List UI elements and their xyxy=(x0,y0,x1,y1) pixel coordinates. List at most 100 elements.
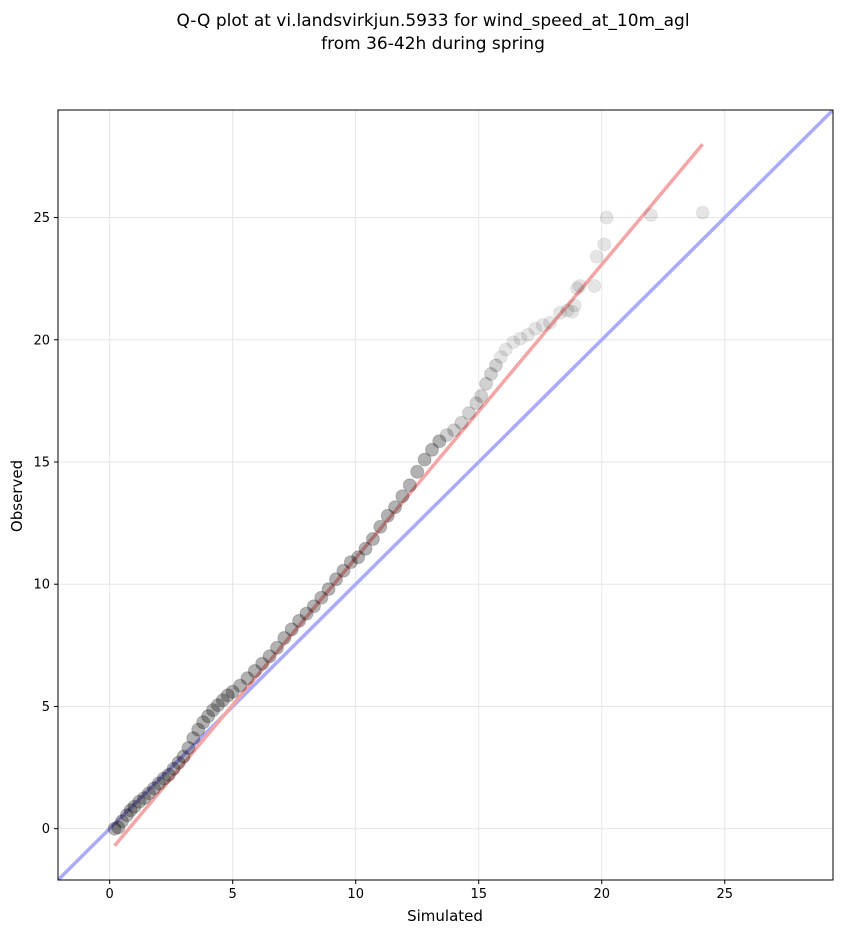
data-point xyxy=(395,489,410,504)
data-point xyxy=(599,210,614,225)
grid xyxy=(58,110,833,880)
data-point xyxy=(474,389,489,403)
data-point xyxy=(299,606,314,621)
data-point xyxy=(358,541,373,556)
data-point xyxy=(161,767,176,782)
data-point xyxy=(270,640,284,655)
data-point xyxy=(137,791,152,806)
data-points xyxy=(107,205,710,836)
data-point xyxy=(262,649,277,664)
data-point xyxy=(191,722,206,737)
data-point xyxy=(314,590,329,605)
data-point xyxy=(543,315,558,330)
x-tick-label: 15 xyxy=(470,887,487,902)
data-point xyxy=(447,423,462,438)
data-point xyxy=(142,786,156,801)
data-point xyxy=(123,803,138,818)
data-point xyxy=(240,671,255,686)
data-point xyxy=(119,808,134,823)
y-tick-label: 5 xyxy=(42,700,50,715)
data-point xyxy=(373,519,388,534)
data-point xyxy=(220,688,235,703)
data-point xyxy=(388,500,403,515)
x-tick-label: 10 xyxy=(347,887,364,902)
y-tick-label: 20 xyxy=(33,333,50,348)
x-tick-label: 20 xyxy=(593,887,610,902)
data-point xyxy=(565,304,580,319)
data-point xyxy=(247,664,262,678)
data-point xyxy=(166,761,181,776)
data-point xyxy=(210,698,225,713)
data-point xyxy=(570,281,585,296)
x-axis-ticks: 0 5 10 15 20 25 xyxy=(106,880,733,902)
data-point xyxy=(201,709,216,724)
y-tick-label: 10 xyxy=(33,578,50,593)
data-point xyxy=(567,298,582,313)
identity-line xyxy=(58,110,833,880)
data-point xyxy=(552,305,567,320)
data-point xyxy=(560,303,575,318)
data-point xyxy=(643,208,658,223)
data-point xyxy=(454,415,469,430)
data-point xyxy=(151,776,166,791)
data-point xyxy=(186,731,201,746)
data-point xyxy=(469,396,484,411)
data-point xyxy=(488,358,503,373)
data-point xyxy=(484,367,498,381)
x-tick-label: 0 xyxy=(106,887,114,902)
y-axis-ticks: 0 5 10 15 20 25 xyxy=(33,211,58,837)
data-point xyxy=(461,406,476,421)
data-point xyxy=(439,428,454,443)
y-tick-label: 15 xyxy=(33,456,50,471)
data-point xyxy=(321,582,336,597)
data-point xyxy=(695,205,710,220)
data-point xyxy=(111,820,126,835)
data-point xyxy=(587,279,602,293)
data-point xyxy=(147,781,161,796)
data-point xyxy=(176,749,191,764)
plot-frame xyxy=(57,109,834,881)
fit-line xyxy=(113,143,704,847)
x-tick-label: 25 xyxy=(716,887,733,902)
data-point xyxy=(506,335,521,350)
data-point xyxy=(171,755,186,770)
data-point xyxy=(351,550,366,565)
data-point xyxy=(432,434,447,449)
y-tick-label: 25 xyxy=(33,211,50,226)
data-point xyxy=(498,342,513,357)
data-point xyxy=(115,814,129,829)
data-point xyxy=(215,693,230,708)
data-point xyxy=(225,684,240,699)
data-point xyxy=(233,678,248,693)
chart-title-line-1: Q-Q plot at vi.landsvirkjun.5933 for win… xyxy=(176,11,689,31)
data-point xyxy=(513,331,528,346)
data-point xyxy=(132,794,147,809)
data-point xyxy=(572,279,587,293)
data-point xyxy=(336,563,351,578)
data-point xyxy=(255,656,270,671)
data-point xyxy=(597,237,612,252)
data-point xyxy=(520,327,535,342)
data-point xyxy=(528,321,543,336)
data-point xyxy=(493,349,508,364)
data-point xyxy=(410,464,425,479)
data-point xyxy=(127,799,142,814)
data-point xyxy=(343,555,358,570)
x-axis-label: Simulated xyxy=(407,907,483,925)
data-point xyxy=(380,508,395,523)
data-point xyxy=(156,771,171,786)
reference-lines xyxy=(58,110,833,880)
data-point xyxy=(365,532,380,546)
data-point xyxy=(107,821,122,836)
data-point xyxy=(589,249,604,264)
data-point xyxy=(284,622,299,637)
data-point xyxy=(535,318,550,333)
data-point xyxy=(306,599,321,614)
data-point xyxy=(277,631,292,645)
chart-title-line-2: from 36-42h during spring xyxy=(321,34,545,54)
data-point xyxy=(181,741,196,755)
x-tick-label: 5 xyxy=(229,887,237,902)
y-axis-label: Observed xyxy=(8,460,26,532)
data-point xyxy=(402,478,417,493)
